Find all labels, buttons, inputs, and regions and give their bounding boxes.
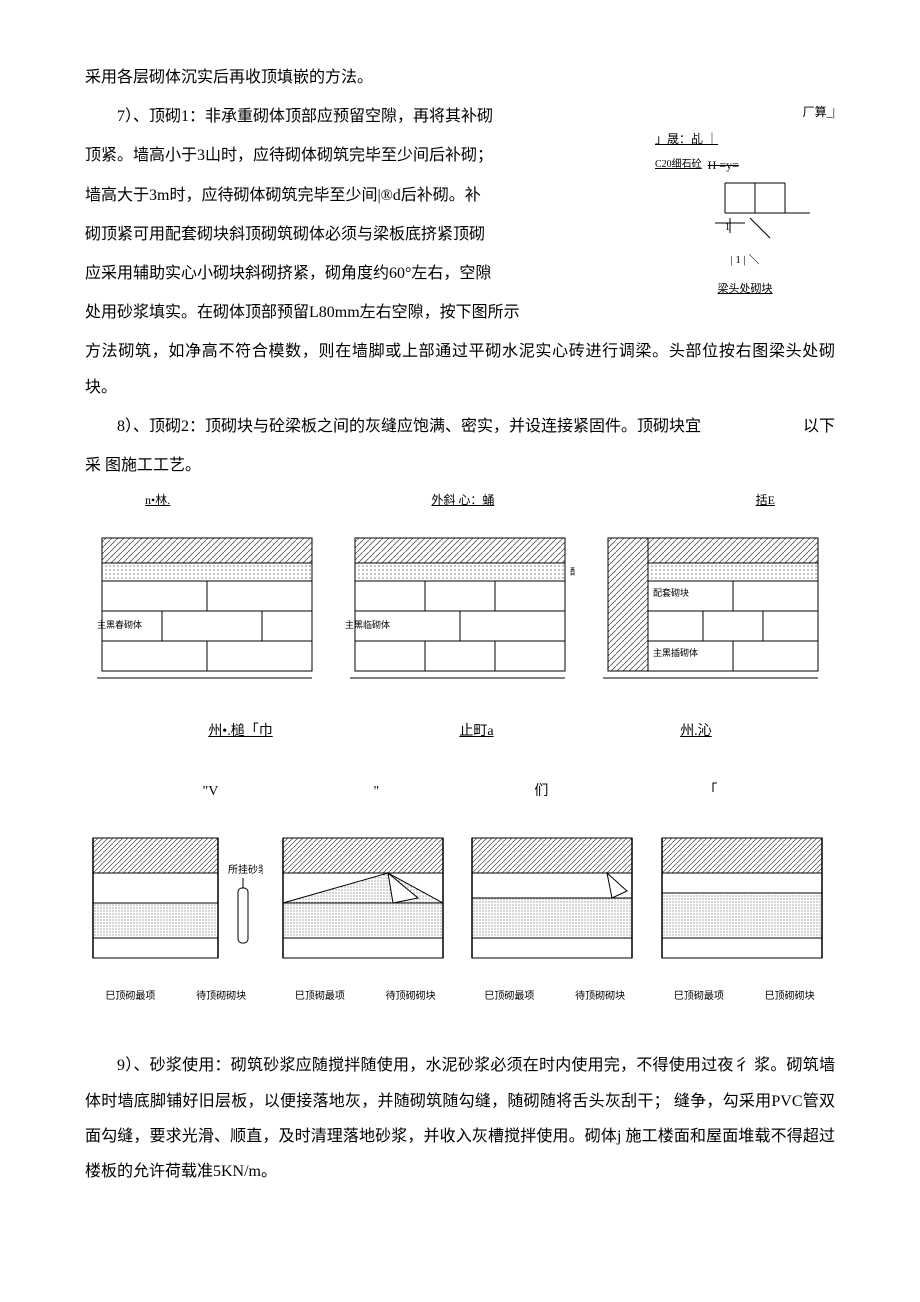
svg-text:1: 1 xyxy=(725,222,730,233)
svg-text:主黑临砌体: 主黑临砌体 xyxy=(345,619,390,630)
para-8-line1: 8）、顶砌2：顶砌块与砼梁板之间的灰缝应饱满、密实，并设连接紧固件。顶砌块宜 以… xyxy=(85,409,835,444)
fig-label-4: H =y= xyxy=(708,152,739,178)
step-diagram-4: 巳顶砌最项 巳顶砌砌块 xyxy=(654,823,836,1008)
step-diagram-1-icon: 所挂砂浆 xyxy=(88,823,263,973)
d1-top-label-3: 括E xyxy=(756,487,775,513)
d1-bottom-label-2: 止町a xyxy=(459,717,493,748)
step-diagram-2-icon xyxy=(278,823,453,973)
d2-b-1b: 待顶砌砌块 xyxy=(196,986,246,1008)
wall-diagram-3-icon: 配套砌块 主黑插砌体 xyxy=(598,528,828,688)
d2-b-4b: 巳顶砌砌块 xyxy=(765,986,815,1008)
svg-text:配套砌块: 配套砌块 xyxy=(570,566,575,577)
d2-b-2b: 待顶砌砌块 xyxy=(386,986,436,1008)
step-diagram-1: 所挂砂浆 巳顶砌最项 待顶砌砌块 xyxy=(85,823,267,1008)
wall-diagram-1: 主黑春砌体 xyxy=(85,528,330,701)
d1-label-main: 主黑春砌体 xyxy=(97,619,142,630)
fig-label-2: 」晟：乩 ｜ xyxy=(655,126,835,152)
diagram-row-1: n•林. 外斜 心：蛹 括E xyxy=(85,487,835,747)
d2-top-label-2: " xyxy=(373,777,379,808)
fig-label-3: C20细石砼 xyxy=(655,154,702,176)
wall-diagram-1-icon: 主黑春砌体 xyxy=(92,528,322,688)
d2-top-label-3: 们 xyxy=(534,777,548,808)
svg-text:配套砌块: 配套砌块 xyxy=(653,587,689,598)
para-9: 9）、砂浆使用：砌筑砂浆应随搅拌随使用，水泥砂浆必须在时内使用完，不得使用过夜彳… xyxy=(85,1048,835,1189)
diagram-row-2: "V " 们 「 xyxy=(85,777,835,1008)
d2-b-1a: 巳顶砌最项 xyxy=(105,986,155,1008)
fig-label-5: | 1 | ＼ xyxy=(655,248,835,272)
d2-top-label-1: "V xyxy=(203,777,219,808)
step-diagram-3-icon xyxy=(467,823,642,973)
step-diagram-2: 巳顶砌最项 待顶砌砌块 xyxy=(275,823,457,1008)
d2-b-2a: 巳顶砌最项 xyxy=(295,986,345,1008)
d2-b-4a: 巳顶砌最项 xyxy=(674,986,724,1008)
section-7: 厂算_| 」晟：乩 ｜ C20细石砼 H =y= 1 | 1 | ＼ 梁头处砌块… xyxy=(85,99,835,405)
d1-top-label-1: n•林. xyxy=(145,487,170,513)
step-diagram-3: 巳顶砌最项 待顶砌砌块 xyxy=(464,823,646,1008)
beam-head-diagram-icon: 1 xyxy=(655,178,815,248)
svg-text:所挂砂浆: 所挂砂浆 xyxy=(228,863,263,876)
step-diagram-4-icon xyxy=(657,823,832,973)
d1-top-label-2: 外斜 心：蛹 xyxy=(431,487,494,513)
svg-text:主黑插砌体: 主黑插砌体 xyxy=(653,647,698,658)
figure-right-beam-block: 厂算_| 」晟：乩 ｜ C20细石砼 H =y= 1 | 1 | ＼ 梁头处砌块 xyxy=(655,99,835,301)
para-8-text-1: 8）、顶砌2：顶砌块与砼梁板之间的灰缝应饱满、密实，并设连接紧固件。顶砌块宜 xyxy=(117,418,701,435)
d1-bottom-label-1: 州•.槌「巾 xyxy=(208,717,272,748)
d1-bottom-label-3: 州.沁 xyxy=(680,717,712,748)
para-8-suffix: 以下 xyxy=(771,409,835,444)
figure-right-caption: 梁头处砌块 xyxy=(655,277,835,301)
para-8-line2: 采 图施工工艺。 xyxy=(85,448,835,483)
paragraph-intro: 采用各层砌体沉实后再收顶填嵌的方法。 xyxy=(85,60,835,95)
d2-top-label-4: 「 xyxy=(703,777,717,808)
para-7-line7: 方法砌筑，如净高不符合模数，则在墙脚或上部通过平砌水泥实心砖进行调梁。头部位按右… xyxy=(85,334,835,404)
fig-label-1: 厂算_| xyxy=(655,99,835,125)
wall-diagram-2: 主黑临砌体 配套砌块 xyxy=(338,528,583,701)
d2-b-3b: 待顶砌砌块 xyxy=(575,986,625,1008)
d2-b-3a: 巳顶砌最项 xyxy=(484,986,534,1008)
wall-diagram-3: 配套砌块 主黑插砌体 xyxy=(590,528,835,701)
wall-diagram-2-icon: 主黑临砌体 配套砌块 xyxy=(345,528,575,688)
